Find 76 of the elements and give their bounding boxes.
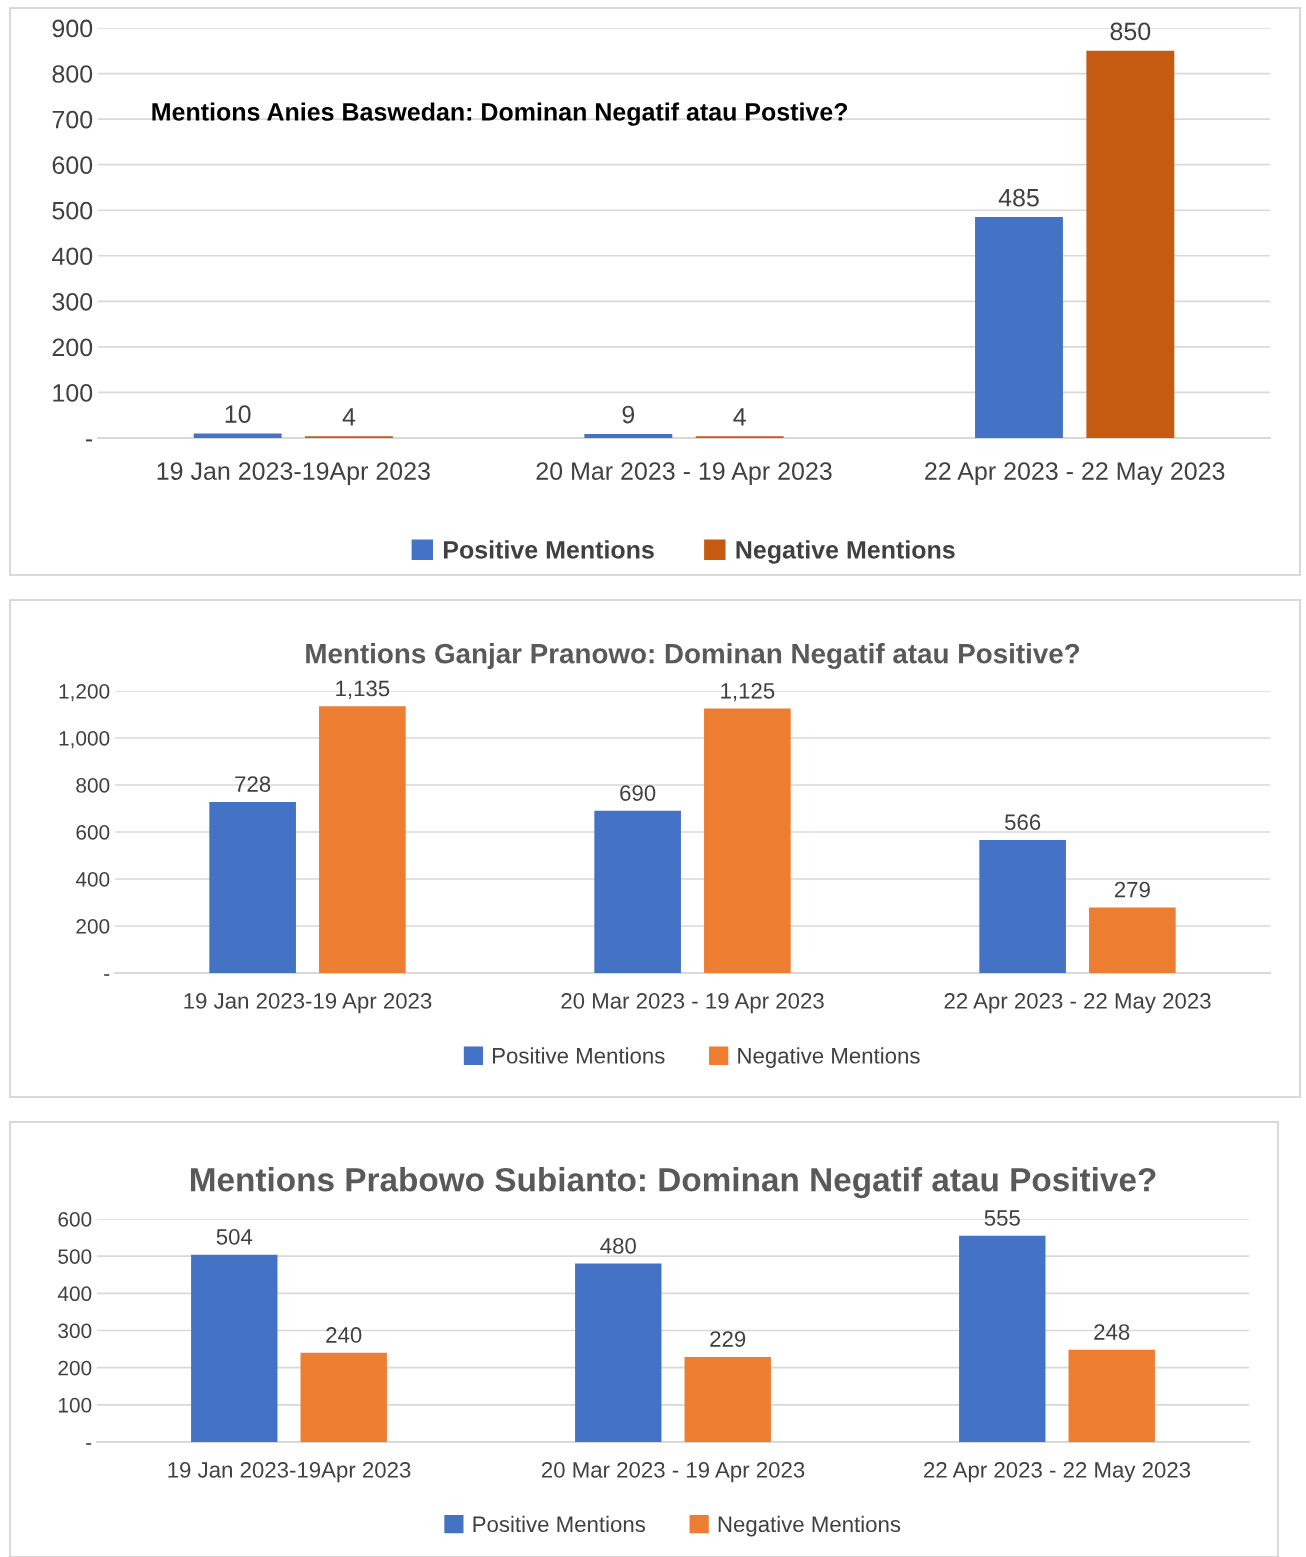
y-tick-label: 900 bbox=[52, 19, 93, 38]
data-label: 555 bbox=[984, 1210, 1020, 1226]
data-label: 279 bbox=[1114, 881, 1150, 898]
y-tick-label: 800 bbox=[52, 65, 93, 83]
bar bbox=[193, 433, 282, 438]
legend-label: Positive Mentions bbox=[493, 1047, 665, 1064]
bar bbox=[594, 810, 681, 973]
data-label: 4 bbox=[733, 408, 746, 426]
x-tick-label: 20 Mar 2023 - 19 Apr 2023 bbox=[541, 1462, 805, 1483]
bar bbox=[975, 217, 1063, 438]
bar bbox=[684, 1356, 771, 1442]
data-label: 485 bbox=[998, 188, 1039, 207]
y-tick-label: - bbox=[86, 1443, 92, 1445]
y-tick-label: 300 bbox=[58, 1323, 92, 1339]
chart-title: Mentions Prabowo Subianto: Dominan Negatif atau Positive? bbox=[190, 1167, 1156, 1199]
data-label: 1,135 bbox=[336, 680, 390, 699]
y-tick-label: 500 bbox=[58, 1249, 92, 1264]
bar bbox=[704, 708, 791, 973]
x-tick-label: 19 Jan 2023-19Apr 2023 bbox=[168, 1462, 411, 1483]
y-tick-label: 1,000 bbox=[59, 731, 110, 749]
x-tick-label: 20 Mar 2023 - 19 Apr 2023 bbox=[561, 993, 824, 1014]
y-tick-label: 1,200 bbox=[59, 684, 110, 702]
x-tick-label: 19 Jan 2023-19Apr 2023 bbox=[157, 462, 430, 485]
x-tick-label: 22 Apr 2023 - 22 May 2023 bbox=[944, 993, 1211, 1014]
legend-label: Negative Mentions bbox=[738, 1047, 920, 1069]
bar bbox=[575, 1263, 662, 1442]
y-tick-label: 200 bbox=[52, 338, 93, 357]
y-tick-label: 400 bbox=[75, 872, 110, 887]
chart-title: Mentions Ganjar Pranowo: Dominan Negatif atau Positive? bbox=[306, 643, 1080, 670]
data-label: 1,125 bbox=[721, 682, 775, 702]
bar bbox=[209, 801, 296, 973]
bar bbox=[1068, 1349, 1155, 1442]
y-tick-label: 600 bbox=[76, 825, 110, 840]
bar bbox=[584, 433, 673, 438]
y-tick-label: 400 bbox=[57, 1286, 92, 1302]
y-tick-label: 300 bbox=[52, 292, 93, 311]
y-tick-label: 400 bbox=[52, 247, 93, 266]
bar bbox=[979, 839, 1066, 973]
data-label: 248 bbox=[1094, 1324, 1130, 1340]
legend-label: Positive Mentions bbox=[473, 1515, 646, 1533]
legend-label: Negative Mentions bbox=[736, 540, 955, 564]
y-tick-label: 800 bbox=[76, 778, 110, 793]
y-tick-label: 700 bbox=[52, 110, 93, 129]
x-tick-label: 22 Apr 2023 - 22 May 2023 bbox=[925, 462, 1225, 485]
bar bbox=[1089, 907, 1176, 973]
y-tick-label: - bbox=[104, 974, 110, 976]
y-tick-label: 100 bbox=[58, 1397, 92, 1413]
data-label: 566 bbox=[1004, 814, 1041, 831]
y-tick-label: 100 bbox=[53, 384, 93, 402]
data-label: 480 bbox=[600, 1237, 636, 1254]
legend-label: Negative Mentions bbox=[718, 1515, 901, 1537]
bar bbox=[319, 706, 406, 973]
data-label: 240 bbox=[326, 1327, 362, 1343]
data-label: 229 bbox=[710, 1331, 746, 1347]
y-tick-label: 200 bbox=[76, 919, 110, 934]
data-label: 504 bbox=[216, 1229, 253, 1245]
y-tick-label: - bbox=[85, 439, 93, 442]
text: Mentions Anies Baswedan: Dominan Negatif atau Postive? bbox=[152, 102, 848, 126]
data-label: 10 bbox=[225, 405, 251, 423]
y-tick-label: 500 bbox=[52, 201, 93, 220]
bar bbox=[959, 1235, 1046, 1442]
data-label: 728 bbox=[235, 776, 271, 792]
data-label: 9 bbox=[622, 405, 635, 424]
data-label: 690 bbox=[620, 785, 656, 801]
bar bbox=[300, 1352, 387, 1442]
data-label: 850 bbox=[1110, 22, 1151, 41]
y-tick-label: 600 bbox=[58, 1212, 92, 1227]
y-tick-label: 600 bbox=[52, 156, 93, 174]
legend-label: Positive Mentions bbox=[443, 540, 654, 559]
y-tick-label: 200 bbox=[58, 1360, 92, 1376]
x-tick-label: 22 Apr 2023 - 22 May 2023 bbox=[924, 1462, 1191, 1483]
x-tick-label: 20 Mar 2023 - 19 Apr 2023 bbox=[536, 462, 832, 485]
bar bbox=[1086, 50, 1175, 438]
x-tick-label: 19 Jan 2023-19 Apr 2023 bbox=[184, 993, 432, 1014]
bar bbox=[191, 1254, 278, 1442]
data-label: 4 bbox=[342, 408, 356, 426]
